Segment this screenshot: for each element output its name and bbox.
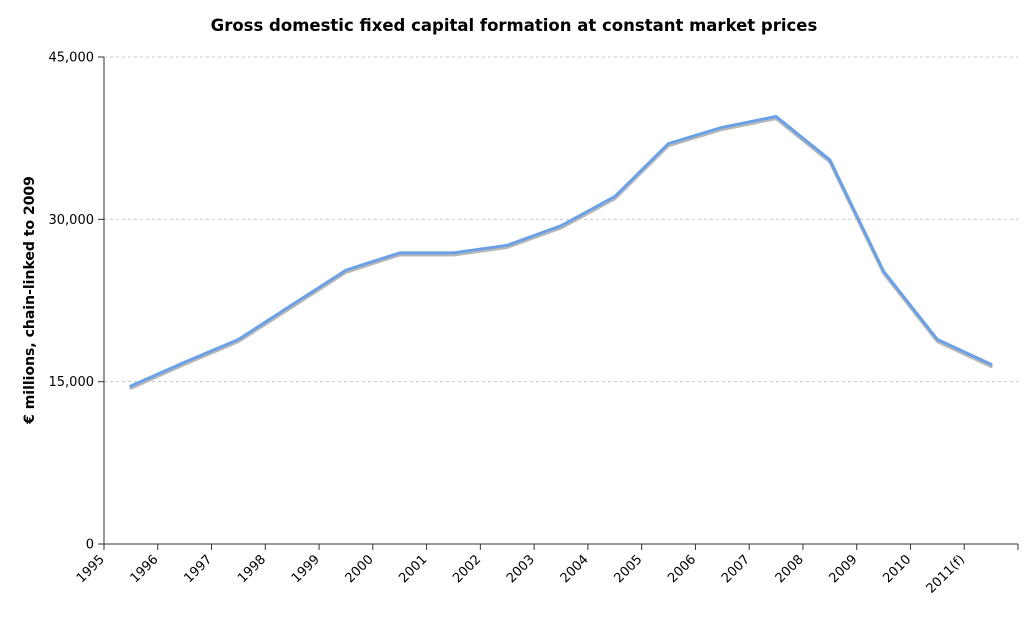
y-tick-label: 0 (86, 538, 94, 553)
gridlines (104, 56, 1018, 383)
series-line-1 (129, 115, 993, 388)
x-tick-label: 1996 (128, 552, 162, 586)
x-tick-label: 2009 (827, 552, 861, 586)
x-tick-label: 2010 (880, 552, 914, 586)
y-tick-label: 30,000 (49, 213, 95, 228)
x-tick-label: 2006 (665, 552, 699, 586)
x-tick-label: 2004 (558, 552, 592, 586)
tick-labels: 0 15,000 30,000 45,000 1995 1996 1997 1998 1999 2… (49, 51, 969, 597)
x-tick-label: 2007 (719, 552, 753, 586)
y-tick-label: 45,000 (49, 51, 95, 66)
axes (98, 56, 1019, 550)
series-line-2 (129, 117, 993, 390)
x-tick-label: 2000 (343, 552, 377, 586)
x-tick-label: 2008 (773, 552, 807, 586)
x-tick-label: 2001 (396, 552, 430, 586)
x-tick-label: 1999 (289, 552, 323, 586)
series-lines (129, 115, 993, 390)
x-tick-label: 2011(f) (924, 552, 968, 596)
x-tick-label: 2003 (504, 552, 538, 586)
chart-title: Gross domestic fixed capital formation a… (210, 16, 818, 35)
y-tick-label: 15,000 (49, 375, 95, 390)
x-tick-label: 2002 (450, 552, 484, 586)
x-tick-label: 1995 (74, 552, 108, 586)
x-tick-label: 1997 (181, 552, 215, 586)
x-tick-label: 1998 (235, 552, 269, 586)
x-tick-label: 2005 (611, 552, 645, 586)
